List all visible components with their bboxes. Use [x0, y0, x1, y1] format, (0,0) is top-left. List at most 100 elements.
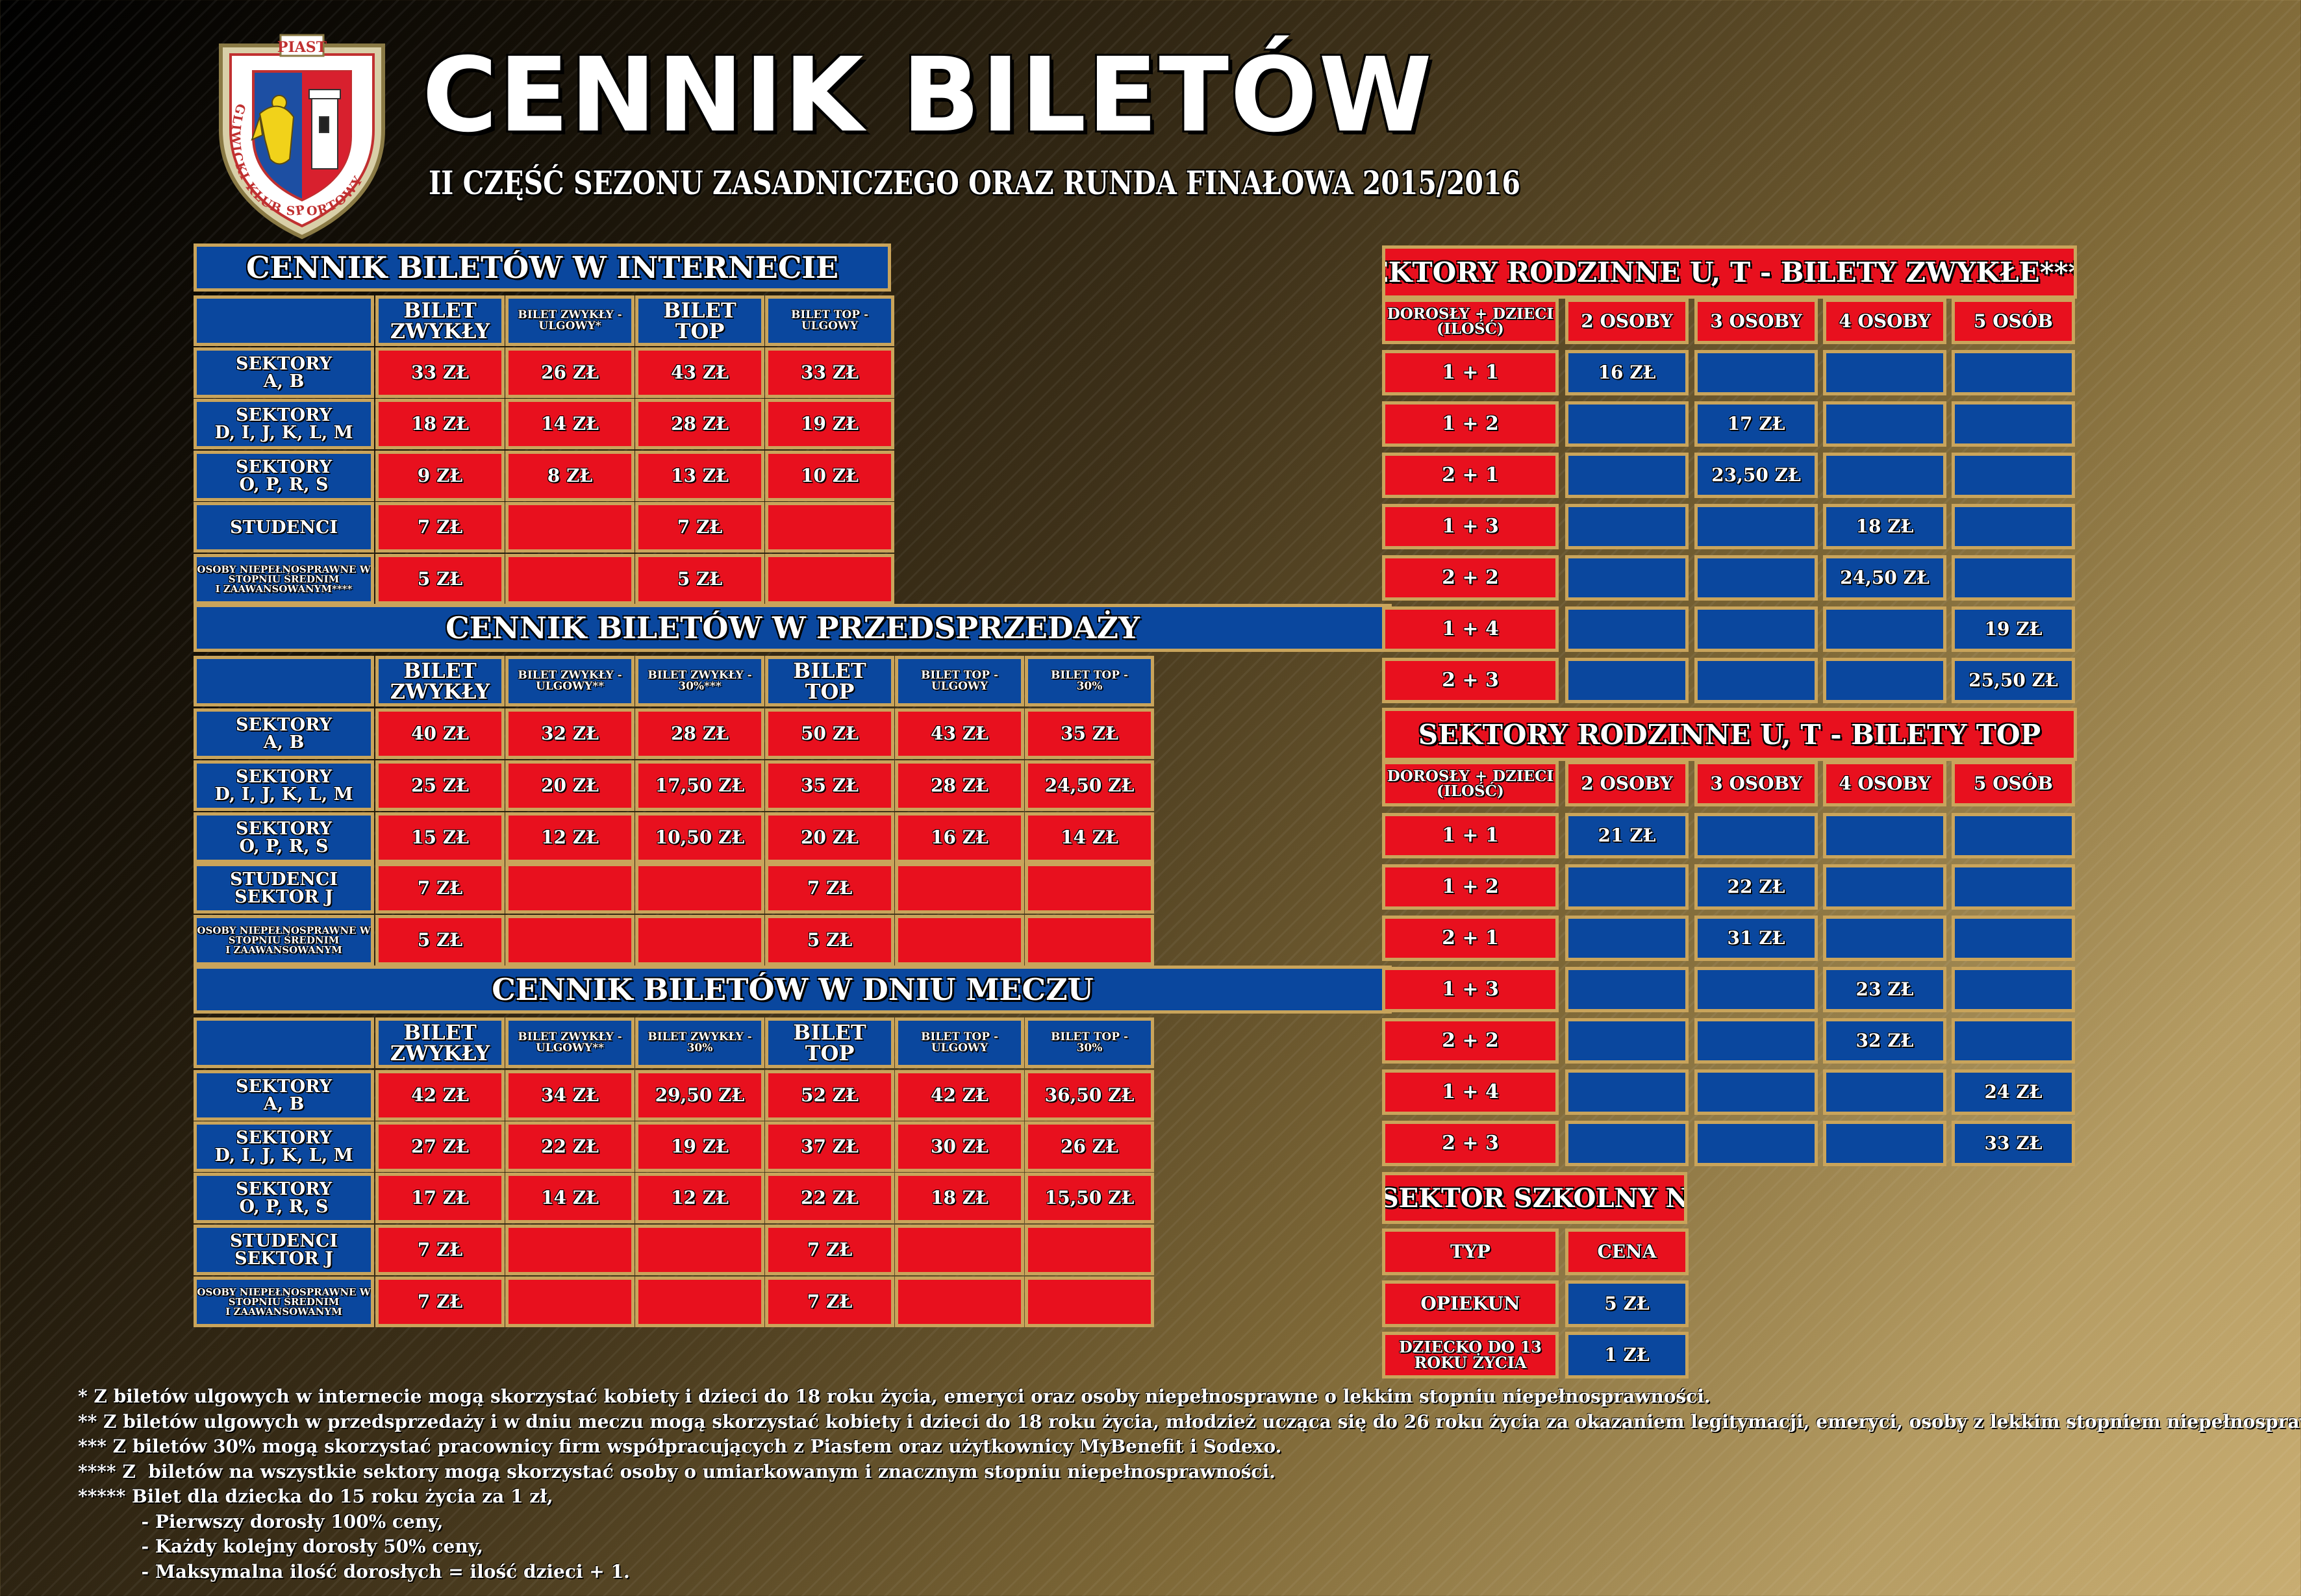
internet-column-header: BILET ZWYKŁY - ULGOWY* [505, 295, 635, 346]
presale-column-header: BILET ZWYKŁY - ULGOWY** [505, 656, 635, 706]
family_top-price-cell: 23 ZŁ [1823, 967, 1946, 1012]
family_top-column-header: 4 OSOBY [1823, 761, 1946, 806]
footnote-line: * Z biletów ulgowych w internecie mogą s… [78, 1386, 1711, 1407]
matchday-price-cell: 42 ZŁ [895, 1070, 1024, 1121]
presale-price-cell: 50 ZŁ [765, 708, 894, 759]
matchday-price-cell: 37 ZŁ [765, 1121, 894, 1172]
internet-row-label: SEKTORY A, B [194, 347, 374, 398]
school-price-cell: 5 ZŁ [1565, 1280, 1689, 1327]
matchday-price-cell: 18 ZŁ [895, 1173, 1024, 1223]
presale-price-cell: 43 ZŁ [895, 708, 1024, 759]
internet-price-cell: 33 ZŁ [765, 347, 894, 398]
matchday-header-blank [194, 1017, 374, 1068]
presale-price-cell [1025, 915, 1154, 966]
school-row-label: DZIECKO DO 13 ROKU ŻYCIA [1382, 1332, 1559, 1378]
family_top-price-cell [1952, 864, 2075, 910]
internet-price-cell: 10 ZŁ [765, 451, 894, 501]
presale-price-cell: 12 ZŁ [505, 812, 635, 863]
family_top-price-cell [1565, 916, 1689, 961]
family_top-price-cell [1694, 1069, 1818, 1115]
matchday-price-cell [1025, 1277, 1154, 1327]
family_regular-price-cell: 24,50 ZŁ [1823, 555, 1946, 601]
matchday-column-header: BILET TOP [765, 1017, 894, 1068]
page-subtitle: II CZĘŚĆ SEZONU ZASADNICZEGO ORAZ RUNDA … [429, 164, 1520, 202]
internet-price-cell: 7 ZŁ [375, 502, 505, 553]
footnote-line: - Pierwszy dorosły 100% ceny, [78, 1510, 444, 1532]
family_top-price-cell [1565, 967, 1689, 1012]
family_regular-title: SEKTORY RODZINNE U, T - BILETY ZWYKŁE***… [1382, 245, 2077, 299]
logo-text-top: PIAST [277, 39, 327, 56]
family_regular-price-cell [1565, 453, 1689, 498]
internet-price-cell [765, 554, 894, 605]
family_top-price-cell: 31 ZŁ [1694, 916, 1818, 961]
internet-price-cell [505, 502, 635, 553]
internet-price-cell: 7 ZŁ [635, 502, 764, 553]
family_regular-price-cell [1565, 504, 1689, 549]
internet-price-cell: 18 ZŁ [375, 399, 505, 449]
presale-column-header: BILET TOP [765, 656, 894, 706]
family_top-price-cell: 24 ZŁ [1952, 1069, 2075, 1115]
family_top-row-label: 2 + 1 [1382, 916, 1559, 961]
internet-price-cell: 9 ZŁ [375, 451, 505, 501]
matchday-price-cell [635, 1277, 764, 1327]
family_regular-price-cell [1565, 606, 1689, 652]
presale-price-cell: 28 ZŁ [895, 760, 1024, 811]
family_regular-price-cell [1694, 350, 1818, 395]
family_top-price-cell [1694, 967, 1818, 1012]
family_regular-column-header: 3 OSOBY [1694, 299, 1818, 344]
family_regular-price-cell: 23,50 ZŁ [1694, 453, 1818, 498]
matchday-price-cell: 52 ZŁ [765, 1070, 894, 1121]
family_regular-price-cell [1952, 401, 2075, 447]
footnote-line: *** Z biletów 30% mogą skorzystać pracow… [78, 1436, 1282, 1457]
school-column-header: CENA [1565, 1228, 1689, 1275]
family_top-price-cell [1952, 813, 2075, 858]
internet-price-cell: 19 ZŁ [765, 399, 894, 449]
family_regular-price-cell [1823, 401, 1946, 447]
family_top-price-cell: 32 ZŁ [1823, 1018, 1946, 1064]
family_regular-column-header: 5 OSÓB [1952, 299, 2075, 344]
family_regular-row-label: 1 + 1 [1382, 350, 1559, 395]
footnote-line: ***** Bilet dla dziecka do 15 roku życia… [78, 1486, 553, 1507]
family_top-row-label: 2 + 3 [1382, 1121, 1559, 1166]
presale-column-header: BILET ZWYKŁY [375, 656, 505, 706]
presale-price-cell [895, 863, 1024, 914]
family_top-price-cell [1952, 1018, 2075, 1064]
matchday-price-cell: 14 ZŁ [505, 1173, 635, 1223]
family_regular-price-cell [1565, 555, 1689, 601]
family_regular-price-cell [1694, 658, 1818, 703]
matchday-price-cell: 42 ZŁ [375, 1070, 505, 1121]
family_top-column-header: DOROSŁY + DZIECI (ILOŚĆ) [1382, 761, 1559, 806]
presale-price-cell: 17,50 ZŁ [635, 760, 764, 811]
family_regular-price-cell [1952, 453, 2075, 498]
presale-price-cell: 16 ZŁ [895, 812, 1024, 863]
presale-price-cell: 28 ZŁ [635, 708, 764, 759]
presale-price-cell: 40 ZŁ [375, 708, 505, 759]
internet-price-cell: 26 ZŁ [505, 347, 635, 398]
family_top-column-header: 2 OSOBY [1565, 761, 1689, 806]
family_top-price-cell [1694, 1018, 1818, 1064]
family_regular-price-cell [1823, 606, 1946, 652]
presale-row-label: SEKTORY A, B [194, 708, 374, 759]
internet-row-label: STUDENCI [194, 502, 374, 553]
matchday-row-label: STUDENCI SEKTOR J [194, 1225, 374, 1275]
internet-price-cell [505, 554, 635, 605]
family_regular-column-header: DOROSŁY + DZIECI (ILOŚĆ) [1382, 299, 1559, 344]
internet-column-header: BILET TOP [635, 295, 764, 346]
presale-price-cell [635, 863, 764, 914]
footnote-line: **** Z biletów na wszystkie sektory mogą… [78, 1460, 1276, 1482]
footnote-line: - Maksymalna ilość dorosłych = ilość dzi… [78, 1560, 630, 1582]
family_regular-price-cell: 17 ZŁ [1694, 401, 1818, 447]
matchday-price-cell: 17 ZŁ [375, 1173, 505, 1223]
presale-price-cell: 14 ZŁ [1025, 812, 1154, 863]
internet-header-blank [194, 295, 374, 346]
matchday-column-header: BILET TOP - 30% [1025, 1017, 1154, 1068]
family_regular-price-cell: 25,50 ZŁ [1952, 658, 2075, 703]
family_regular-price-cell [1565, 401, 1689, 447]
matchday-price-cell: 7 ZŁ [375, 1277, 505, 1327]
matchday-price-cell: 36,50 ZŁ [1025, 1070, 1154, 1121]
family_regular-price-cell [1952, 350, 2075, 395]
family_top-price-cell [1565, 864, 1689, 910]
internet-column-header: BILET ZWYKŁY [375, 295, 505, 346]
matchday-price-cell: 7 ZŁ [765, 1225, 894, 1275]
matchday-column-header: BILET ZWYKŁY - ULGOWY** [505, 1017, 635, 1068]
